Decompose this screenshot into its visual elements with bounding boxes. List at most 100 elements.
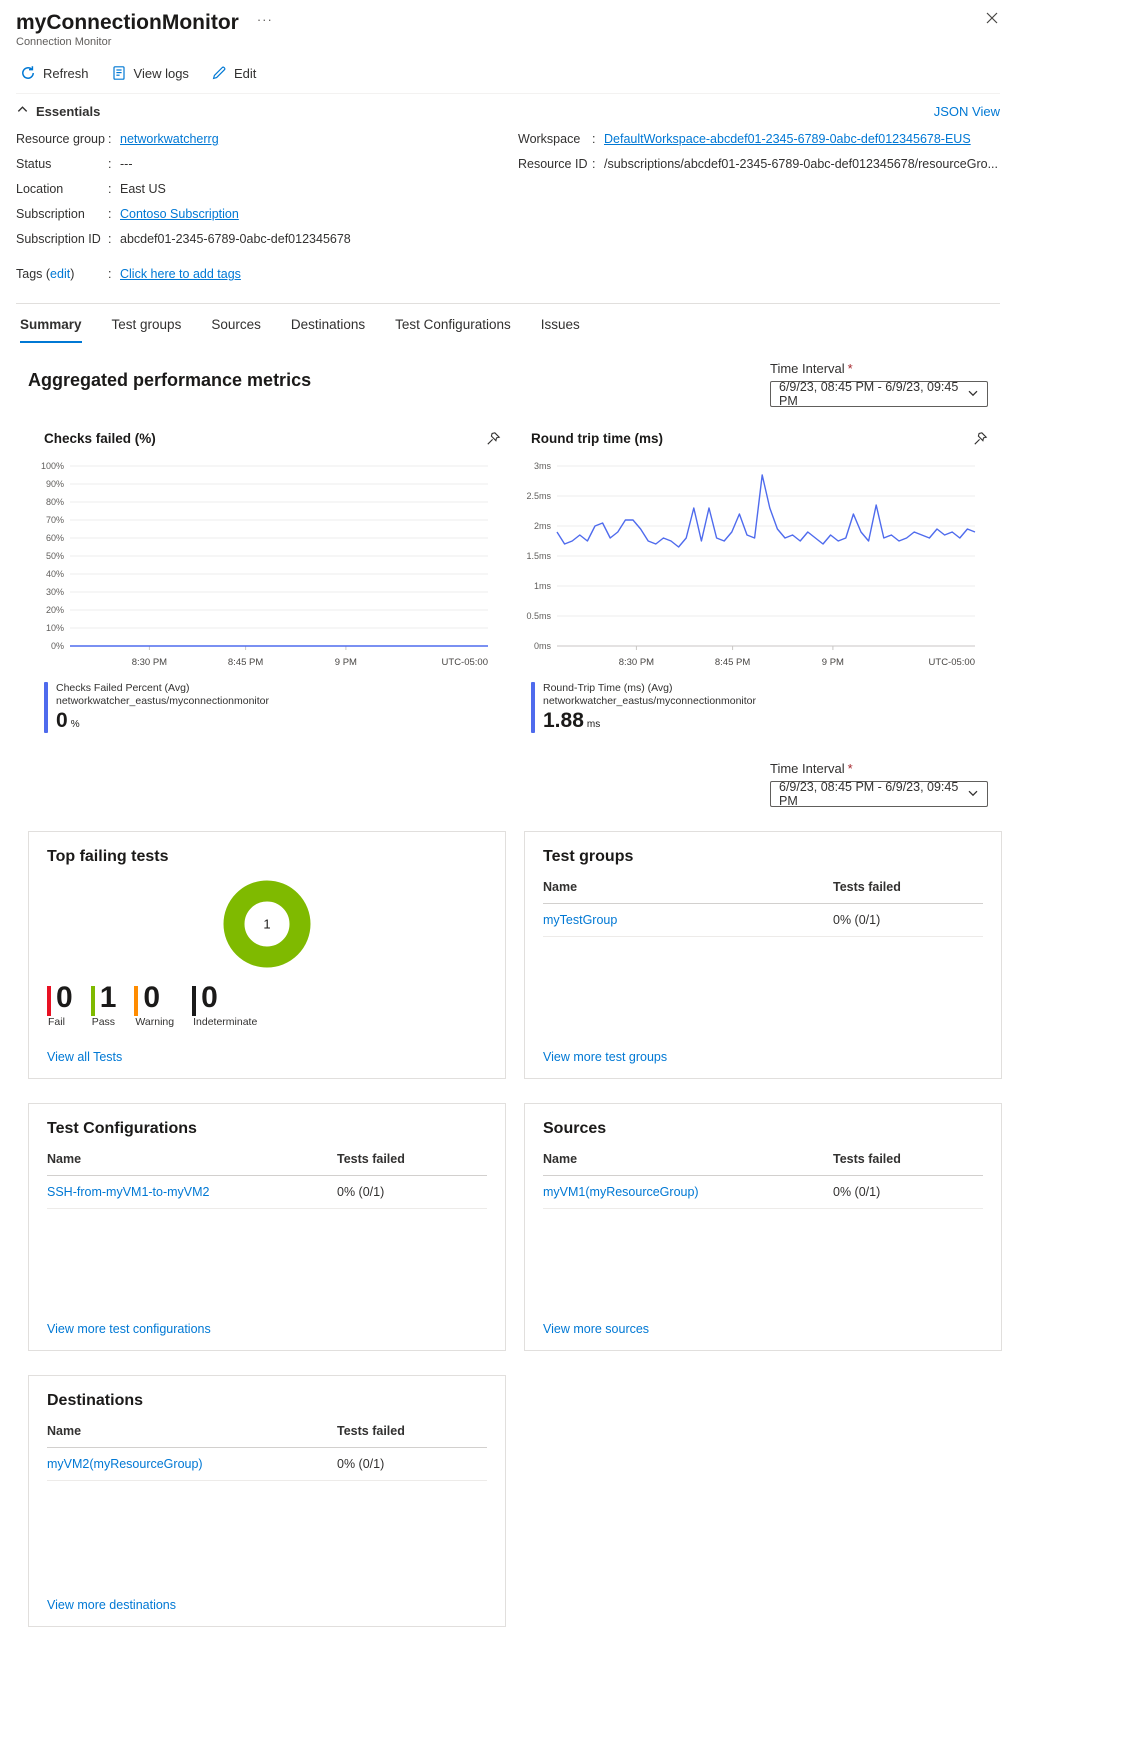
- test-group-link[interactable]: myTestGroup: [543, 913, 618, 928]
- table-row: myVM1(myResourceGroup) 0% (0/1): [543, 1176, 983, 1210]
- fail-color-bar: [47, 986, 51, 1017]
- essentials-toggle[interactable]: Essentials: [36, 103, 101, 119]
- table-header: Name Tests failed: [47, 1410, 487, 1449]
- legend-metric-name: Round-Trip Time (ms) (Avg): [543, 682, 673, 695]
- pin-icon[interactable]: [486, 431, 501, 446]
- add-tags-link[interactable]: Click here to add tags: [120, 267, 241, 282]
- close-button[interactable]: [984, 10, 1000, 29]
- time-interval-block: Time Interval * 6/9/23, 08:45 PM - 6/9/23…: [770, 361, 988, 409]
- colon: :: [592, 157, 596, 172]
- resource-id-label: Resource ID: [518, 157, 588, 172]
- pin-icon[interactable]: [973, 431, 988, 446]
- svg-text:1.5ms: 1.5ms: [526, 551, 551, 561]
- view-more-test-groups-link[interactable]: View more test groups: [543, 1050, 668, 1065]
- svg-text:8:30 PM: 8:30 PM: [619, 657, 654, 668]
- subscription-link[interactable]: Contoso Subscription: [120, 207, 239, 222]
- pass-label: Pass: [91, 1016, 116, 1029]
- column-name: Name: [543, 880, 578, 895]
- column-tests-failed: Tests failed: [337, 1152, 405, 1167]
- fail-count: 0: [56, 981, 73, 1015]
- tab-summary[interactable]: Summary: [20, 317, 82, 344]
- chevron-down-icon: [967, 387, 979, 402]
- warning-count: 0: [143, 981, 161, 1015]
- table-header: Name Tests failed: [47, 1138, 487, 1177]
- view-more-sources-link[interactable]: View more sources: [543, 1322, 650, 1337]
- checks-failed-plot[interactable]: 100% 90% 80% 70% 60% 50% 40% 30% 20% 10% 0% 8:30 PM…: [28, 458, 494, 672]
- refresh-button[interactable]: Refresh: [16, 62, 93, 84]
- svg-text:2.5ms: 2.5ms: [526, 491, 551, 501]
- refresh-label: Refresh: [43, 65, 89, 81]
- svg-text:1ms: 1ms: [534, 581, 552, 591]
- tab-destinations[interactable]: Destinations: [290, 317, 366, 333]
- legend-color-bar: [44, 682, 48, 734]
- workspace-link[interactable]: DefaultWorkspace-abcdef01-2345-6789-0abc…: [604, 132, 971, 147]
- indeterminate-color-bar: [192, 986, 197, 1017]
- time-interval-label: Time Interval *: [770, 361, 853, 377]
- blade-header: myConnectionMonitor ···: [16, 10, 1000, 35]
- location-value: East US: [120, 182, 166, 197]
- warning-color-bar: [134, 986, 139, 1017]
- table-row: myTestGroup 0% (0/1): [543, 904, 983, 938]
- time-interval-select-2[interactable]: 6/9/23, 08:45 PM - 6/9/23, 09:45 PM: [770, 780, 988, 808]
- time-interval-label: Time Interval *: [770, 761, 853, 777]
- tests-failed-value: 0% (0/1): [833, 913, 881, 928]
- tab-test-groups[interactable]: Test groups: [111, 317, 182, 333]
- workspace-label: Workspace: [518, 132, 581, 147]
- source-link[interactable]: myVM1(myResourceGroup): [543, 1185, 699, 1200]
- json-view-link[interactable]: JSON View: [933, 103, 1000, 119]
- view-logs-button[interactable]: View logs: [107, 62, 193, 84]
- view-more-test-configurations-link[interactable]: View more test configurations: [47, 1322, 211, 1337]
- stat-pass: 1 Pass: [90, 981, 117, 1029]
- donut-value: 1: [263, 917, 270, 932]
- edit-button[interactable]: Edit: [207, 62, 260, 84]
- svg-text:UTC-05:00: UTC-05:00: [442, 657, 488, 668]
- colon: :: [108, 182, 112, 197]
- svg-text:80%: 80%: [46, 497, 64, 507]
- view-logs-label: View logs: [133, 65, 189, 81]
- summary-tab-content: Aggregated performance metrics Time Inte…: [16, 343, 1002, 1667]
- donut-ring: [223, 880, 311, 968]
- round-trip-time-plot[interactable]: 3ms 2.5ms 2ms 1.5ms 1ms 0.5ms 0ms 8:30 PM 8:45 P…: [515, 458, 981, 672]
- resource-group-link[interactable]: networkwatcherrg: [120, 132, 219, 147]
- more-options-button[interactable]: ···: [256, 12, 273, 27]
- test-configuration-link[interactable]: SSH-from-myVM1-to-myVM2: [47, 1185, 210, 1200]
- svg-text:30%: 30%: [46, 587, 64, 597]
- legend-resource: networkwatcher_eastus/myconnectionmonito…: [56, 695, 270, 708]
- resource-id-row: Resource ID : /subscriptions/abcdef01-23…: [518, 152, 1000, 177]
- metrics-heading: Aggregated performance metrics: [28, 370, 312, 391]
- time-interval-select[interactable]: 6/9/23, 08:45 PM - 6/9/23, 09:45 PM: [770, 380, 988, 409]
- sources-card: Sources Name Tests failed myVM1(myResour…: [524, 1103, 1002, 1352]
- legend-resource: networkwatcher_eastus/myconnectionmonito…: [543, 695, 757, 708]
- tab-issues[interactable]: Issues: [540, 317, 580, 333]
- column-tests-failed: Tests failed: [833, 880, 901, 895]
- tests-failed-value: 0% (0/1): [337, 1185, 385, 1200]
- time-interval-value: 6/9/23, 08:45 PM - 6/9/23, 09:45 PM: [779, 380, 959, 409]
- close-icon: [986, 12, 998, 27]
- resource-group-label: Resource group: [16, 132, 105, 147]
- subscription-id-row: Subscription ID : abcdef01-2345-6789-0ab…: [16, 227, 518, 252]
- refresh-icon: [20, 65, 36, 81]
- tab-sources[interactable]: Sources: [211, 317, 261, 333]
- table-row: SSH-from-myVM1-to-myVM2 0% (0/1): [47, 1176, 487, 1210]
- pass-count: 1: [99, 981, 117, 1015]
- column-name: Name: [543, 1152, 578, 1167]
- indeterminate-count: 0: [201, 981, 218, 1015]
- chevron-down-icon: [967, 787, 979, 802]
- tests-donut-chart[interactable]: 1: [221, 878, 313, 973]
- view-all-tests-link[interactable]: View all Tests: [47, 1050, 123, 1065]
- tab-test-configurations[interactable]: Test Configurations: [395, 317, 511, 333]
- destination-link[interactable]: myVM2(myResourceGroup): [47, 1457, 203, 1472]
- colon: :: [108, 157, 112, 172]
- top-failing-tests-card: Top failing tests 1 0 Fail 1 Pas: [28, 831, 506, 1080]
- required-asterisk: *: [847, 761, 853, 777]
- svg-text:60%: 60%: [46, 533, 64, 543]
- chevron-up-icon[interactable]: [16, 103, 29, 119]
- view-more-destinations-link[interactable]: View more destinations: [47, 1598, 177, 1613]
- legend-color-bar: [531, 682, 535, 734]
- colon: :: [108, 267, 112, 282]
- tags-edit-link[interactable]: edit: [50, 267, 71, 282]
- column-tests-failed: Tests failed: [833, 1152, 901, 1167]
- svg-text:0.5ms: 0.5ms: [526, 611, 551, 621]
- column-name: Name: [47, 1152, 82, 1167]
- tests-failed-value: 0% (0/1): [337, 1457, 385, 1472]
